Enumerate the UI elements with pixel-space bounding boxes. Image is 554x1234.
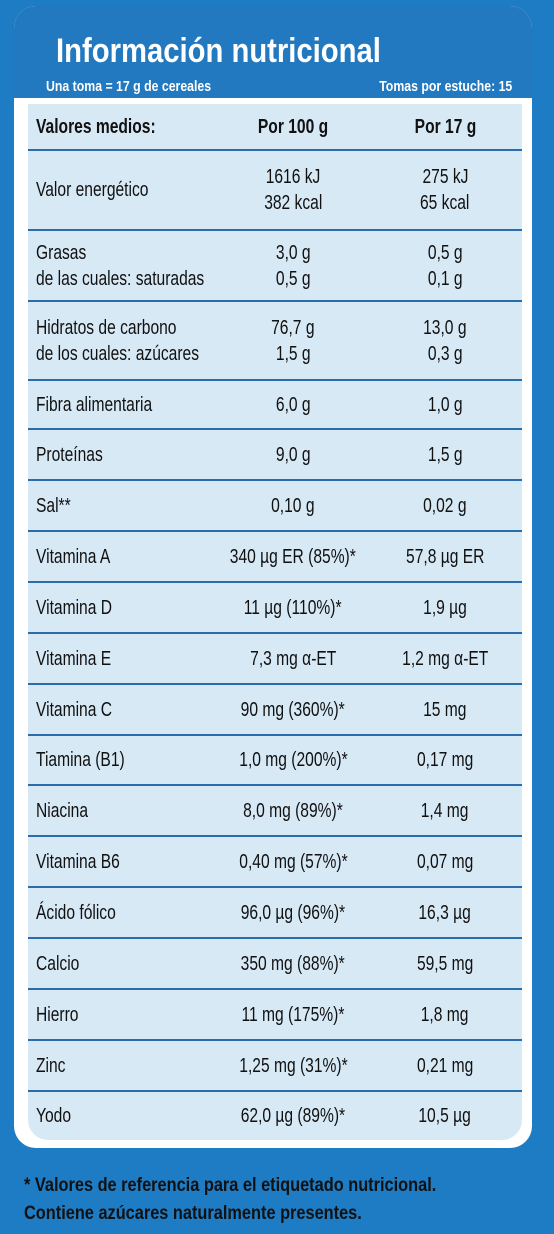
column-header-nutrient: Valores medios: — [36, 115, 156, 138]
nutrient-label: Yodo — [36, 1105, 72, 1127]
value-per-serving: 1,4 mg — [421, 799, 469, 822]
value-per-serving: 0,07 mg — [416, 850, 474, 873]
nutrient-label: Niacina — [36, 799, 89, 822]
table-row: Fibra alimentaria 6,0 g 1,0 g — [28, 381, 522, 430]
footnotes: * Valores de referencia para el etiqueta… — [24, 1172, 503, 1228]
value-per-100g: 6,0 g — [275, 393, 311, 416]
value-per-100g: 0,10 g — [271, 494, 315, 517]
value-per-serving: 13,0 g 0,3 g — [423, 316, 467, 365]
table-row: Hidratos de carbono de los cuales: azúcar… — [28, 302, 522, 381]
table-row: Tiamina (B1) 1,0 mg (200%)* 0,17 mg — [28, 736, 522, 786]
servings-per-pack: Tomas por estuche: 15 — [378, 78, 512, 95]
footnote-reference: * Valores de referencia para el etiqueta… — [24, 1175, 437, 1196]
value-per-100g: 90 mg (360%)* — [240, 698, 346, 721]
nutrition-panel: Información nutricional Una toma = 17 g … — [14, 6, 532, 1148]
value-per-serving: 0,02 g — [423, 494, 467, 517]
nutrient-label: Sal** — [36, 494, 71, 517]
value-per-serving: 16,3 µg — [418, 901, 472, 924]
nutrient-label: Vitamina E — [36, 647, 112, 670]
column-header-per-serving: Por 17 g — [414, 115, 476, 138]
table-row: Vitamina D 11 µg (110%)* 1,9 µg — [28, 583, 522, 634]
column-header-per-100g: Por 100 g — [257, 115, 329, 138]
serving-size: Una toma = 17 g de cereales — [46, 78, 212, 95]
nutrition-table: Valores medios: Por 100 g Por 17 g Valor en… — [28, 104, 522, 1140]
value-per-serving: 1,8 mg — [421, 1003, 469, 1026]
nutrition-header: Información nutricional Una toma = 17 g … — [14, 6, 532, 98]
nutrient-label: Ácido fólico — [36, 901, 116, 924]
nutrient-label: Valor energético — [36, 179, 149, 201]
table-row: Niacina 8,0 mg (89%)* 1,4 mg — [28, 786, 522, 837]
value-per-100g: 62,0 µg (89%)* — [240, 1105, 346, 1127]
value-per-serving: 0,21 mg — [416, 1054, 474, 1077]
value-per-100g: 11 µg (110%)* — [244, 596, 342, 619]
table-row: Yodo 62,0 µg (89%)* 10,5 µg — [28, 1092, 522, 1140]
table-row: Zinc 1,25 mg (31%)* 0,21 mg — [28, 1041, 522, 1092]
value-per-serving: 10,5 µg — [418, 1105, 472, 1127]
value-per-100g: 0,40 mg (57%)* — [238, 850, 348, 873]
nutrient-label: Hidratos de carbono de los cuales: azúcar… — [36, 316, 200, 365]
footnote-sugars: Contiene azúcares naturalmente presentes… — [24, 1203, 362, 1224]
page-title: Información nutricional — [56, 32, 381, 70]
nutrient-label: Vitamina C — [36, 698, 113, 721]
nutrient-label: Vitamina B6 — [36, 850, 120, 873]
nutrient-label: Vitamina A — [36, 545, 111, 568]
value-per-100g: 1,25 mg (31%)* — [238, 1054, 348, 1077]
value-per-100g: 96,0 µg (96%)* — [240, 901, 346, 924]
value-per-serving: 1,5 g — [427, 443, 463, 466]
table-row: Vitamina E 7,3 mg α-ET 1,2 mg α-ET — [28, 634, 522, 685]
value-per-100g: 11 mg (175%)* — [241, 1003, 345, 1026]
value-per-100g: 340 µg ER (85%)* — [229, 545, 357, 568]
value-per-100g: 350 mg (88%)* — [240, 952, 346, 975]
value-per-100g: 1616 kJ 382 kcal — [263, 166, 323, 214]
value-per-serving: 59,5 mg — [416, 952, 474, 975]
value-per-serving: 275 kJ 65 kcal — [420, 166, 470, 214]
nutrient-label: Proteínas — [36, 443, 103, 466]
value-per-100g: 76,7 g 1,5 g — [271, 316, 315, 365]
value-per-100g: 1,0 mg (200%)* — [238, 749, 348, 771]
value-per-100g: 8,0 mg (89%)* — [243, 799, 343, 822]
value-per-serving: 57,8 µg ER — [405, 545, 485, 568]
value-per-serving: 15 mg — [423, 698, 467, 721]
table-row: Grasas de las cuales: saturadas 3,0 g 0,5 g… — [28, 231, 522, 302]
value-per-100g: 9,0 g — [275, 443, 311, 466]
value-per-serving: 1,2 mg α-ET — [401, 647, 489, 670]
table-row: Vitamina B6 0,40 mg (57%)* 0,07 mg — [28, 837, 522, 888]
nutrient-label: Tiamina (B1) — [36, 749, 125, 771]
nutrient-label: Grasas de las cuales: saturadas — [36, 241, 205, 290]
nutrient-label: Hierro — [36, 1003, 79, 1026]
table-row: Sal** 0,10 g 0,02 g — [28, 481, 522, 532]
nutrient-label: Zinc — [36, 1054, 66, 1077]
table-header-row: Valores medios: Por 100 g Por 17 g — [28, 104, 522, 151]
table-row: Ácido fólico 96,0 µg (96%)* 16,3 µg — [28, 888, 522, 939]
table-row: Valor energético 1616 kJ 382 kcal 275 kJ 65 … — [28, 151, 522, 231]
table-row: Vitamina C 90 mg (360%)* 15 mg — [28, 685, 522, 736]
nutrient-label: Vitamina D — [36, 596, 113, 619]
table-row: Hierro 11 mg (175%)* 1,8 mg — [28, 990, 522, 1041]
value-per-serving: 0,17 mg — [416, 749, 474, 771]
table-row: Calcio 350 mg (88%)* 59,5 mg — [28, 939, 522, 990]
table-row: Vitamina A 340 µg ER (85%)* 57,8 µg ER — [28, 532, 522, 583]
value-per-100g: 7,3 mg α-ET — [249, 647, 337, 670]
value-per-100g: 3,0 g 0,5 g — [275, 241, 311, 290]
value-per-serving: 1,9 µg — [423, 596, 467, 619]
value-per-serving: 1,0 g — [427, 393, 463, 416]
table-row: Proteínas 9,0 g 1,5 g — [28, 430, 522, 481]
value-per-serving: 0,5 g 0,1 g — [427, 241, 463, 290]
nutrient-label: Fibra alimentaria — [36, 393, 153, 416]
nutrient-label: Calcio — [36, 952, 80, 975]
